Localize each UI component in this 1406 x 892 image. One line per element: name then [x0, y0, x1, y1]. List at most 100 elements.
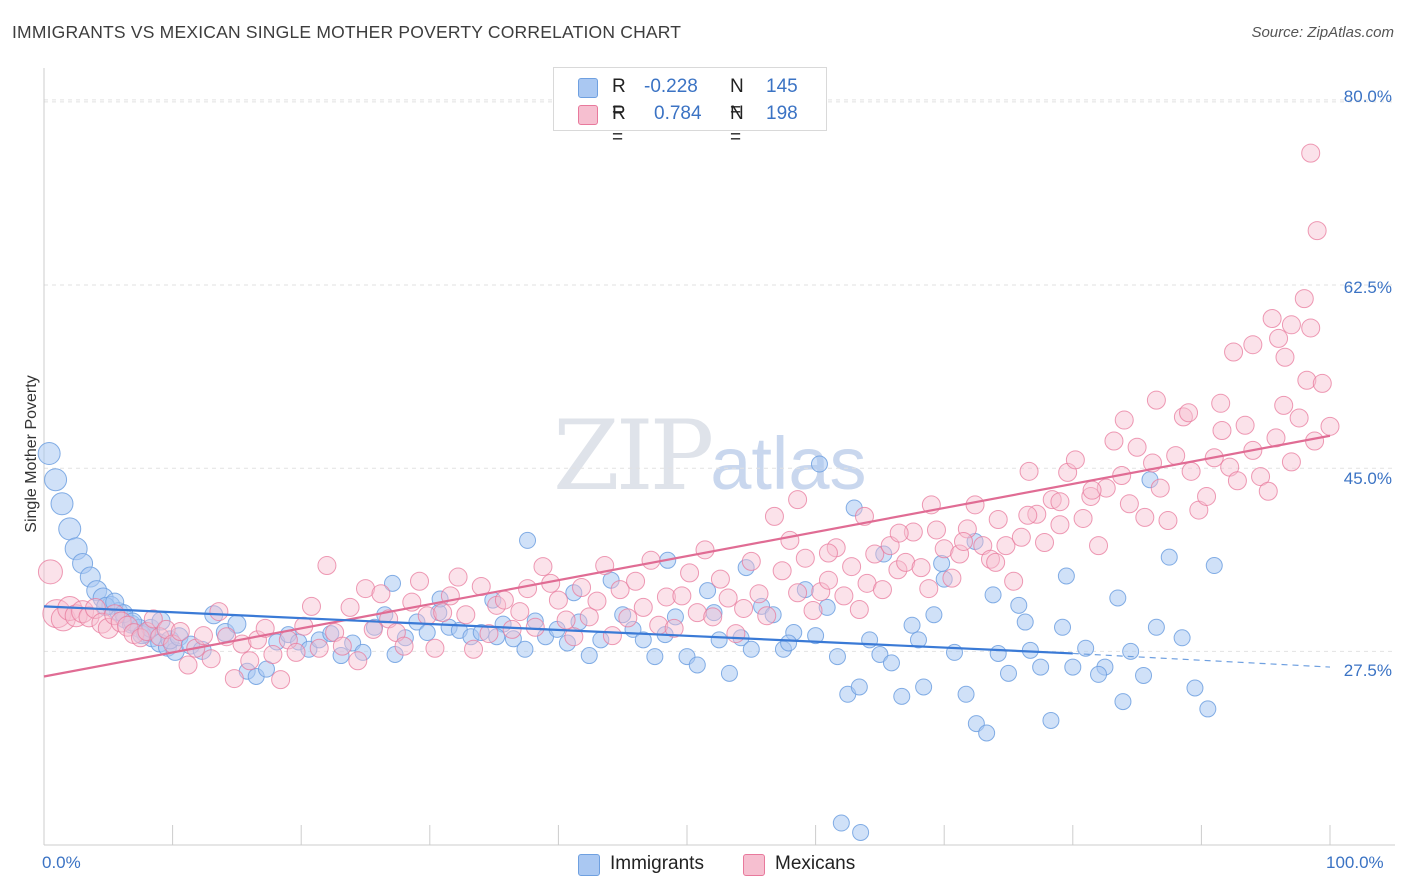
immigrants-point: [580, 647, 598, 665]
immigrants-point: [1090, 665, 1108, 683]
mexicans-point: [953, 531, 973, 551]
immigrants-point: [1010, 596, 1028, 614]
mexicans-point: [726, 624, 746, 644]
mexicans-point: [1146, 390, 1166, 410]
mexicans-point: [317, 556, 337, 576]
mexicans-point: [1042, 490, 1062, 510]
mexicans-point: [649, 615, 669, 635]
immigrants-point: [1199, 700, 1217, 718]
legend-r-label: R =: [612, 103, 626, 148]
mexicans-point: [1166, 446, 1186, 466]
legend-n-value: 145: [766, 76, 798, 97]
mexicans-point: [1073, 508, 1093, 528]
mexicans-point: [170, 621, 190, 641]
mexicans-point: [764, 506, 784, 526]
mexicans-point: [572, 578, 592, 598]
mexicans-point: [1227, 471, 1247, 491]
mexicans-point: [980, 549, 1000, 569]
immigrants-point: [903, 616, 921, 634]
mexicans-point: [1289, 408, 1309, 428]
mexicans-point: [1243, 335, 1263, 355]
source-label[interactable]: Source: ZipAtlas.com: [1251, 24, 1394, 41]
legend-r-value: 0.784: [654, 103, 702, 124]
mexicans-point: [1158, 511, 1178, 531]
mexicans-point: [842, 557, 862, 577]
mexicans-point: [788, 490, 808, 510]
legend-r-value: -0.228: [644, 76, 698, 97]
mexicans-point: [587, 591, 607, 611]
legend-item-mexicans[interactable]: Mexicans: [743, 852, 855, 876]
immigrants-point: [984, 586, 1002, 604]
mexicans-point: [78, 606, 100, 628]
mexicans-point: [1150, 478, 1170, 498]
mexicans-point: [1135, 507, 1155, 527]
mexicans-point: [950, 544, 970, 564]
mexicans-point: [1082, 480, 1102, 500]
mexicans-point: [37, 559, 63, 585]
mexicans-point: [1011, 527, 1031, 547]
mexicans-point: [178, 655, 198, 675]
mexicans-point: [1211, 393, 1231, 413]
correlation-legend: R = -0.228 N = 145 R = 0.784 N = 198: [553, 67, 827, 148]
mexicans-point: [425, 638, 445, 658]
mexicans-point: [988, 509, 1008, 529]
mexicans-point: [464, 639, 484, 659]
legend-item-immigrants[interactable]: Immigrants: [578, 852, 704, 876]
y-tick-label: 62.5%: [1343, 278, 1392, 297]
mexicans-point: [996, 536, 1016, 556]
mexicans-point: [371, 584, 391, 604]
mexicans-point: [255, 618, 275, 638]
mexicans-point: [633, 597, 653, 617]
mexicans-point: [818, 543, 838, 563]
mexicans-point: [263, 645, 283, 665]
immigrants-point: [366, 618, 384, 636]
immigrants-point: [1016, 613, 1034, 631]
legend-item-label: Mexicans: [775, 853, 856, 874]
mexicans-point: [849, 600, 869, 619]
mexicans-point: [1181, 461, 1201, 481]
mexicans-point: [618, 608, 638, 628]
mexicans-point: [224, 669, 244, 689]
mexicans-point: [1018, 505, 1038, 525]
mexicans-point: [1281, 452, 1301, 472]
immigrants-point: [1135, 666, 1153, 684]
mexicans-point: [533, 557, 553, 577]
mexicans-point: [788, 583, 808, 603]
mexicans-point: [1307, 221, 1327, 241]
mexicans-point: [1269, 328, 1289, 348]
immigrants-point: [634, 631, 652, 649]
immigrants-point: [909, 631, 927, 649]
mexicans-point: [510, 602, 530, 622]
trend-lines: [43, 434, 1331, 678]
immigrants-point: [818, 598, 836, 616]
mexicans-point: [1301, 143, 1321, 163]
immigrants-point: [1054, 618, 1072, 636]
mexicans-point: [1274, 395, 1294, 415]
mexicans-point: [564, 627, 584, 647]
mexicans-point: [1281, 315, 1301, 335]
mexicans-point: [834, 586, 854, 606]
immigrants-point: [1042, 711, 1060, 729]
mexicans-point: [1251, 467, 1271, 487]
immigrants-point: [418, 624, 436, 642]
mexicans-point: [456, 605, 476, 625]
mexicans-point: [695, 540, 715, 560]
mexicans-point: [1004, 571, 1024, 591]
mexicans-point: [363, 619, 383, 639]
mexicans-point: [1301, 318, 1321, 338]
mexicans-point: [1179, 403, 1199, 423]
mexicans-point: [1258, 481, 1278, 501]
mexicans-point: [348, 651, 368, 671]
mexicans-point: [193, 626, 213, 646]
mexicans-point: [602, 626, 622, 646]
mexicans-point: [1119, 494, 1139, 514]
mexicans-point: [1224, 342, 1244, 362]
mexicans-point: [903, 522, 923, 542]
immigrants-point: [828, 648, 846, 666]
mexicans-point: [1235, 415, 1255, 435]
mexicans-point: [1127, 437, 1147, 457]
mexicans-point: [201, 649, 221, 669]
immigrants-point: [933, 554, 951, 572]
immigrants-point: [780, 634, 798, 652]
